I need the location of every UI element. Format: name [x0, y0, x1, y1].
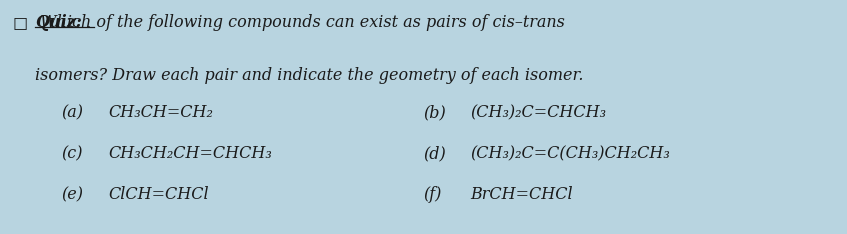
Text: (b): (b) [424, 104, 446, 121]
Text: (e): (e) [62, 186, 84, 203]
Text: CH₃CH₂CH=CHCH₃: CH₃CH₂CH=CHCH₃ [108, 145, 272, 162]
Text: (CH₃)₂C=CHCH₃: (CH₃)₂C=CHCH₃ [470, 104, 606, 121]
Text: isomers? Draw each pair and indicate the geometry of each isomer.: isomers? Draw each pair and indicate the… [35, 67, 584, 84]
Text: BrCH=CHCl: BrCH=CHCl [470, 186, 573, 203]
Text: ClCH=CHCl: ClCH=CHCl [108, 186, 208, 203]
Text: Quiz:: Quiz: [35, 14, 81, 31]
Text: (c): (c) [62, 145, 83, 162]
Text: (CH₃)₂C=C(CH₃)CH₂CH₃: (CH₃)₂C=C(CH₃)CH₂CH₃ [470, 145, 669, 162]
Text: (f): (f) [424, 186, 442, 203]
Text: (a): (a) [62, 104, 84, 121]
Text: □: □ [13, 14, 28, 31]
Text: Which of the following compounds can exist as pairs of cis–trans: Which of the following compounds can exi… [35, 14, 565, 31]
Text: CH₃CH=CH₂: CH₃CH=CH₂ [108, 104, 213, 121]
Text: (d): (d) [424, 145, 446, 162]
